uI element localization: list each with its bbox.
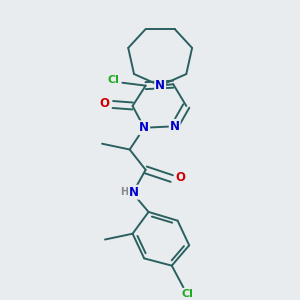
Text: Cl: Cl bbox=[108, 75, 120, 85]
Text: O: O bbox=[175, 171, 185, 184]
Text: N: N bbox=[139, 121, 149, 134]
Text: O: O bbox=[100, 97, 110, 110]
Text: N: N bbox=[170, 120, 180, 133]
Text: N: N bbox=[155, 79, 165, 92]
Text: Cl: Cl bbox=[182, 289, 194, 299]
Text: H: H bbox=[120, 187, 128, 197]
Text: N: N bbox=[129, 186, 139, 199]
